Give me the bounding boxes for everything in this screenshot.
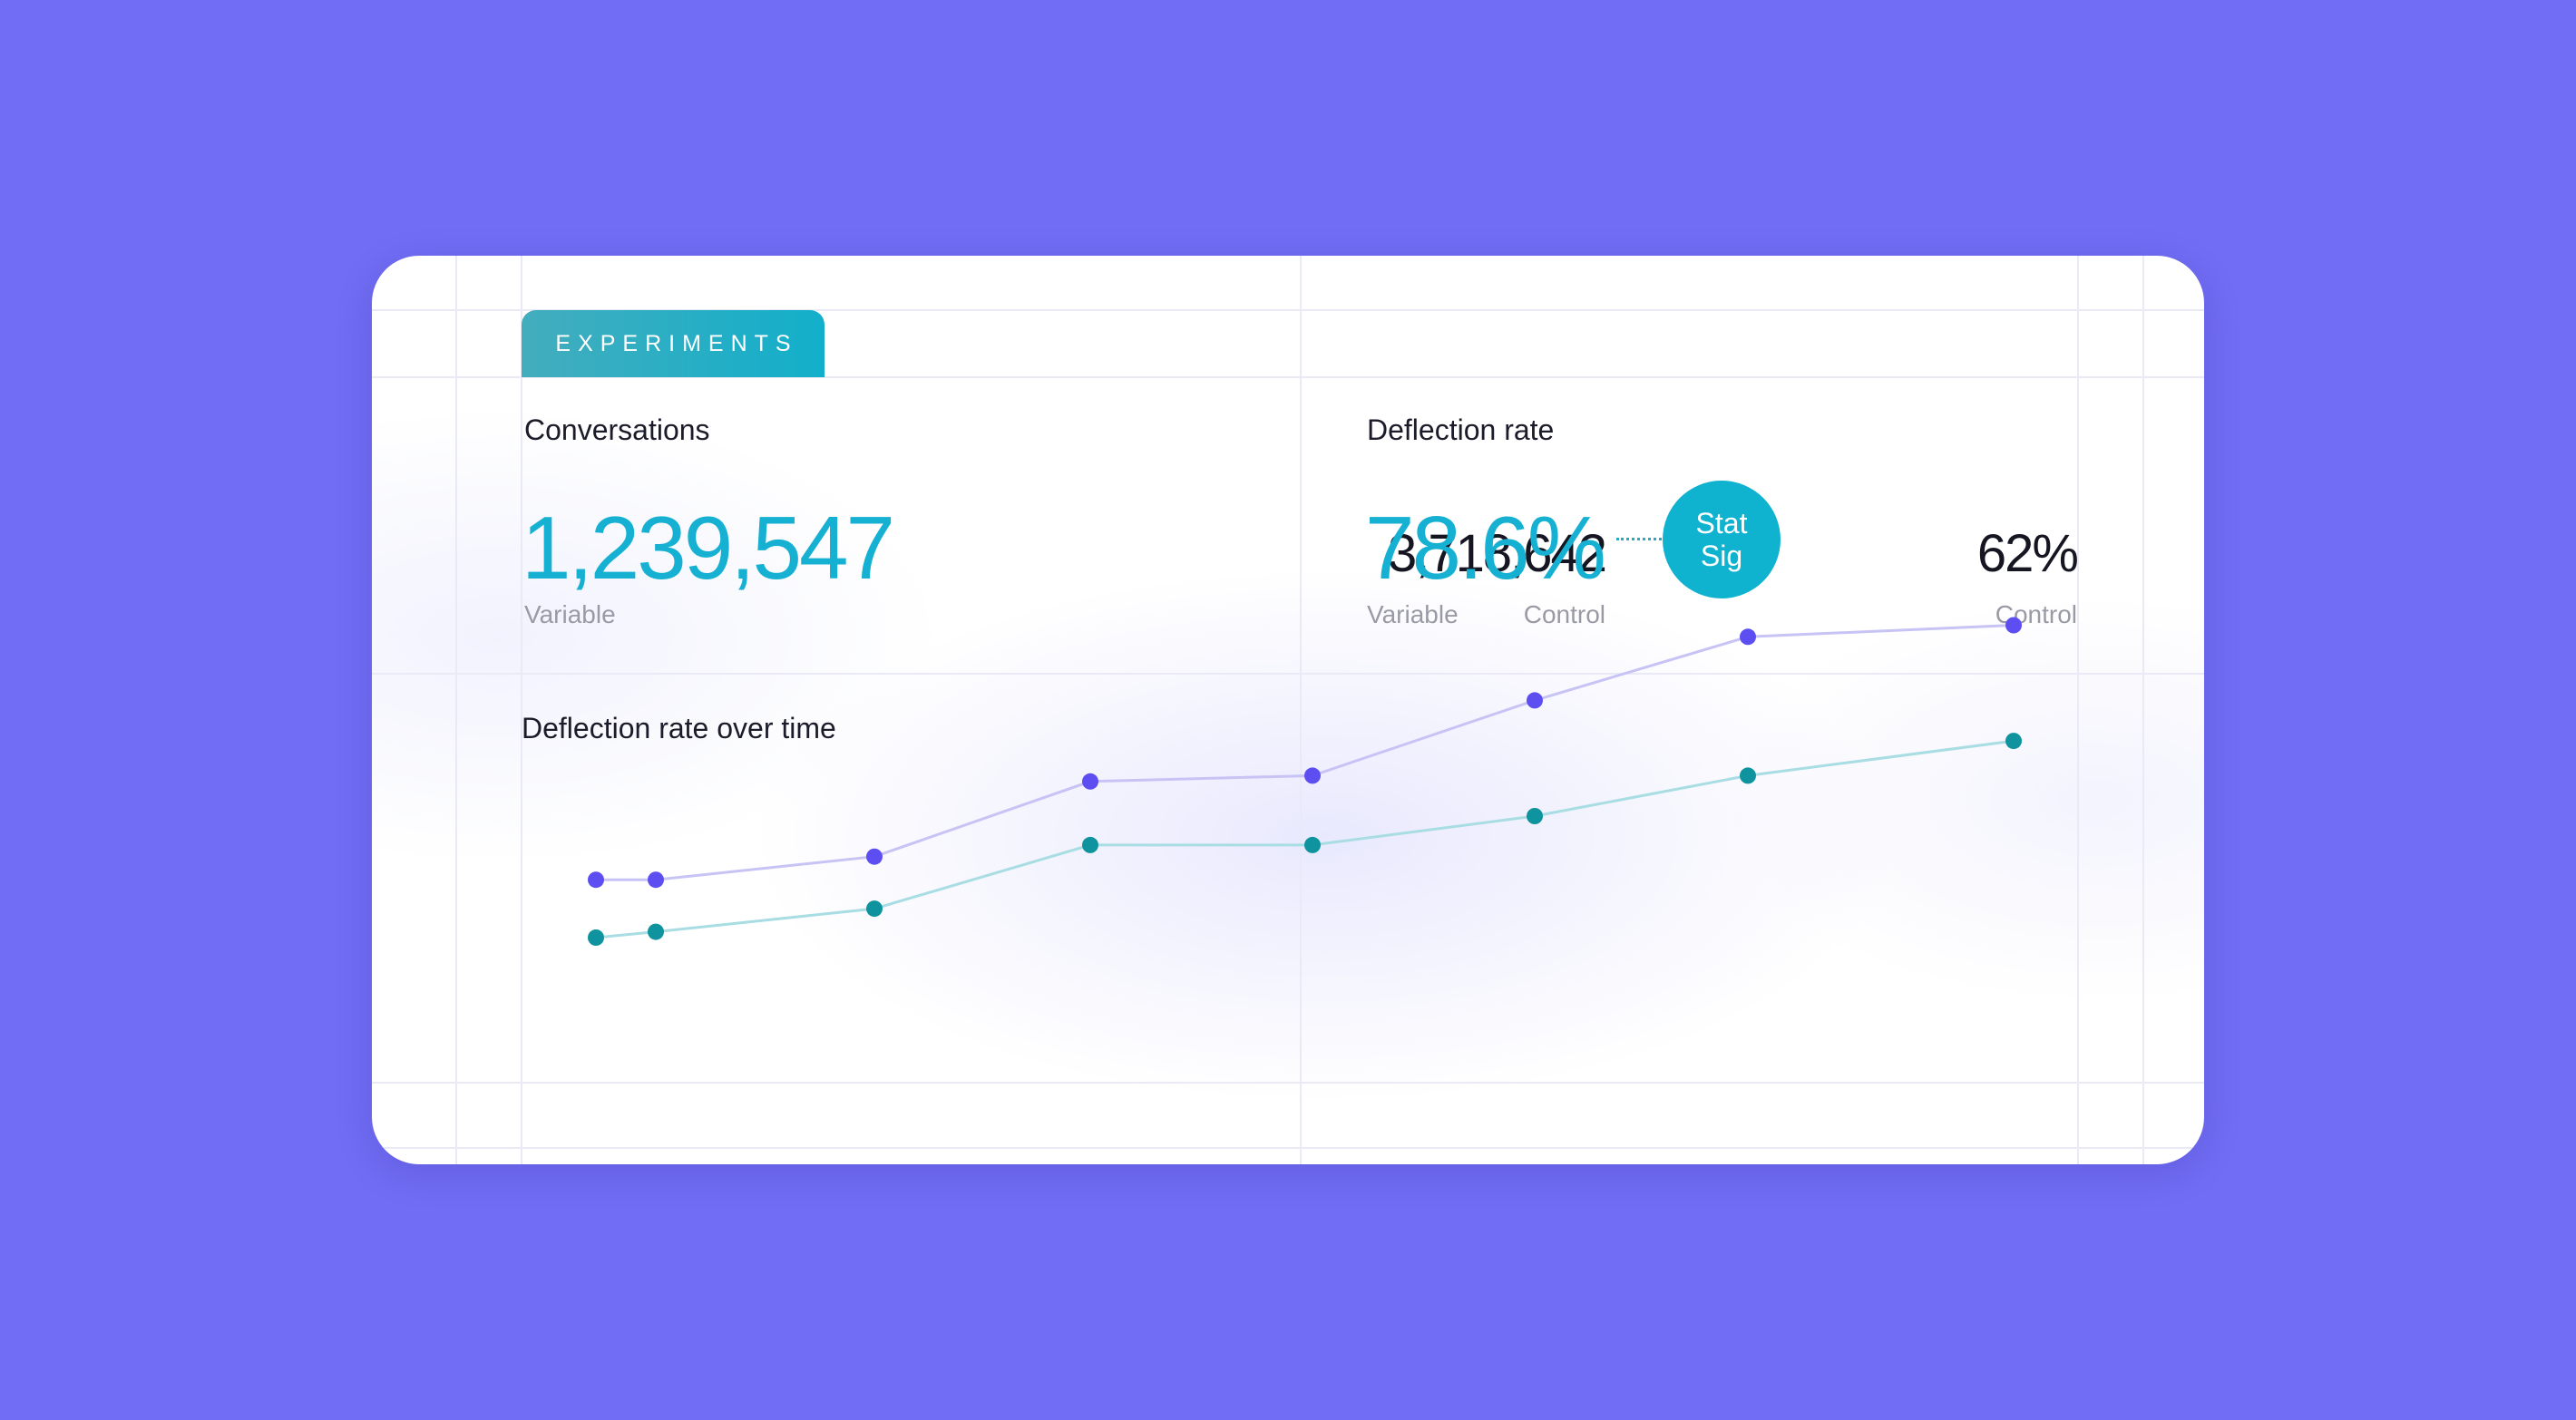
variable-data-point[interactable] [1740,628,1756,646]
deflection-control-value: 62% [1976,524,2079,583]
deflection-rate-title: Deflection rate [1367,413,1555,446]
deflection-variable-value: 78.6% [1365,498,1606,598]
deflection-rate-chart [588,617,2022,946]
experiments-card: EXPERIMENTS Conversations 1,239,547 Vari… [372,256,2204,1164]
deflection-variable-label: Variable [1367,600,1459,628]
control-data-point[interactable] [1304,836,1321,853]
grid-line [521,256,522,1164]
card-background-glow [372,256,2204,1164]
variable-data-point[interactable] [1527,692,1543,709]
grid-line [372,1082,2204,1084]
control-data-point[interactable] [588,929,604,946]
control-data-point[interactable] [1527,808,1543,824]
conversations-control-label: Control [1523,600,1605,628]
grid-line [372,309,2204,311]
grid-line [372,1147,2204,1149]
conversations-title: Conversations [524,413,710,446]
control-data-point[interactable] [1740,767,1756,784]
grid-line [1300,256,1302,1164]
stat-sig-connector [1616,538,1667,540]
control-data-point[interactable] [866,900,883,918]
variable-data-point[interactable] [1082,773,1098,790]
stat-sig-line2: Sig [1700,540,1743,572]
conversations-variable-label: Variable [524,600,616,628]
conversations-control-value: 3,718,642 [1387,524,1607,583]
grid-line [372,376,2204,378]
grid-line [2077,256,2079,1164]
variable-data-point[interactable] [588,871,604,889]
variable-data-point[interactable] [866,848,883,865]
control-data-point[interactable] [2005,733,2022,750]
conversations-variable-value: 1,239,547 [522,498,895,598]
grid-line [455,256,457,1164]
grid-line [372,673,2204,675]
control-series-line [595,739,2015,939]
stat-sig-badge: Stat Sig [1663,481,1781,598]
tab-experiments-label: EXPERIMENTS [555,330,798,356]
variable-data-point[interactable] [648,871,664,889]
stat-sig-line1: Stat [1695,507,1748,540]
variable-data-point[interactable] [2005,617,2022,634]
chart-title: Deflection rate over time [522,712,836,744]
tab-experiments[interactable]: EXPERIMENTS [522,310,825,377]
control-data-point[interactable] [648,923,664,940]
variable-series-line [596,624,2015,881]
control-data-point[interactable] [1082,836,1098,853]
variable-data-point[interactable] [1304,767,1321,784]
grid-line [2142,256,2144,1164]
